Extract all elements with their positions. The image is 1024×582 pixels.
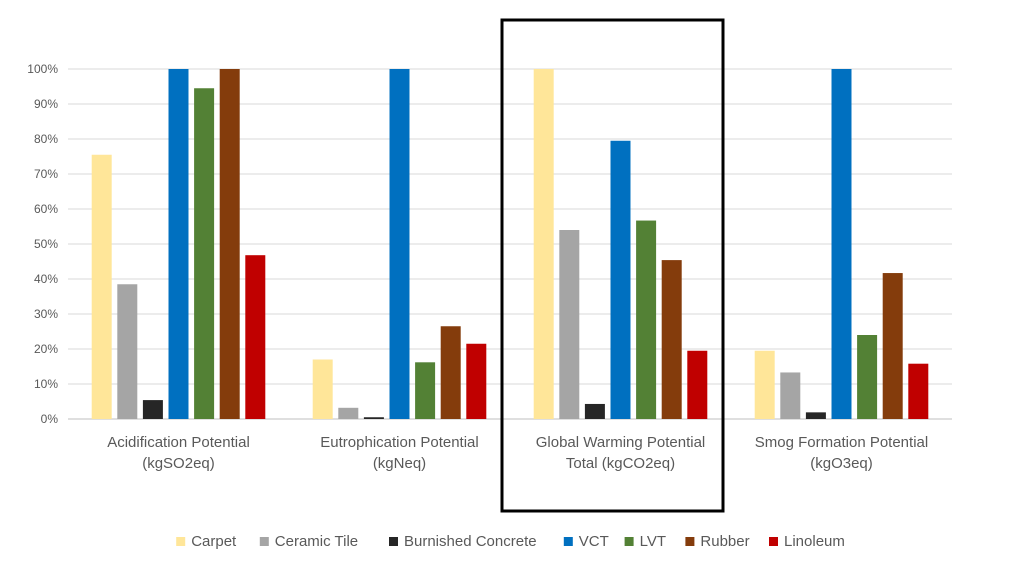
highlight-group [500,18,725,513]
bar-linoleum [687,350,708,419]
x-category-label-line: Smog Formation Potential [755,434,928,451]
bar-linoleum [245,255,266,419]
x-category-label: Smog Formation Potential (kgO3eq) [755,434,928,472]
bar-rubber [661,260,682,419]
legend-item: Ceramic Tile [259,533,358,550]
y-tick-label: 10% [34,377,58,391]
y-axis-ticks: 0% 10% 20% 30% 40% 50% 60% 70% 80% 90% 100% [27,62,58,426]
x-category-label-line: (kgNeq) [373,455,426,472]
legend-label: LVT [640,533,666,550]
y-tick-label: 80% [34,132,58,146]
bar-burnished-concrete [805,412,826,419]
x-category-label-line: (kgSO2eq) [142,455,215,472]
legend-label: Burnished Concrete [404,533,537,550]
y-tick-label: 100% [27,62,58,76]
bar-ceramic-tile [780,372,801,419]
bar-lvt [857,335,878,419]
bar-vct [168,69,189,419]
y-tick-label: 50% [34,237,58,251]
bar-carpet [754,350,775,419]
legend-swatch [685,537,695,546]
y-tick-label: 90% [34,97,58,111]
bar-burnished-concrete [363,417,384,419]
bar-burnished-concrete [142,400,163,419]
x-category-label: Global Warming Potential Total (kgCO2eq) [536,434,706,472]
legend-swatch [389,537,398,546]
x-category-label-line: Acidification Potential [107,434,250,451]
bar-carpet [312,359,333,419]
bar-rubber [440,326,461,419]
bar-vct [831,69,852,419]
legend-swatch [769,537,778,546]
y-tick-label: 20% [34,342,58,356]
bar-lvt [415,362,436,419]
legend-swatch [624,537,634,546]
bar-linoleum [908,363,929,419]
legend-item: LVT [624,533,666,550]
bar-rubber [882,273,903,419]
legend-item: Burnished Concrete [389,533,537,550]
legend-label: Carpet [191,533,237,550]
highlight-box [500,18,725,513]
bar-ceramic-tile [117,284,138,419]
legend-label: VCT [579,533,609,550]
legend-label: Linoleum [784,533,845,550]
bar-linoleum [466,343,487,419]
bar-lvt [636,220,657,419]
x-axis-labels: Acidification Potential (kgSO2eq) Eutrophi… [107,434,928,472]
legend: Carpet Ceramic Tile Burnished Concrete VCT L… [176,533,845,550]
bar-ceramic-tile [338,407,359,419]
x-category-label-line: (kgO3eq) [810,455,873,472]
legend-item: VCT [563,533,609,550]
x-category-label-line: Global Warming Potential [536,434,706,451]
y-tick-label: 60% [34,202,58,216]
bar-ceramic-tile [559,230,580,419]
bar-lvt [194,88,215,419]
x-category-label-line: Total (kgCO2eq) [566,455,675,472]
x-category-label-line: Eutrophication Potential [320,434,478,451]
bar-rubber [219,69,240,419]
bar-carpet [533,69,554,419]
bar-burnished-concrete [584,403,605,419]
bar-vct [389,69,410,419]
legend-item: Rubber [685,533,750,550]
x-category-label: Acidification Potential (kgSO2eq) [107,434,250,472]
x-category-label: Eutrophication Potential (kgNeq) [320,434,478,472]
legend-label: Ceramic Tile [275,533,358,550]
y-tick-label: 30% [34,307,58,321]
gridlines [68,68,952,420]
legend-swatch [563,537,573,546]
bar-carpet [91,154,112,419]
legend-swatch [176,537,186,546]
y-tick-label: 40% [34,272,58,286]
legend-label: Rubber [700,533,749,550]
y-tick-label: 0% [41,412,59,426]
bars [91,69,929,419]
legend-item: Carpet [176,533,237,550]
legend-item: Linoleum [769,533,845,550]
bar-vct [610,140,631,419]
y-tick-label: 70% [34,167,58,181]
legend-swatch [259,537,269,546]
